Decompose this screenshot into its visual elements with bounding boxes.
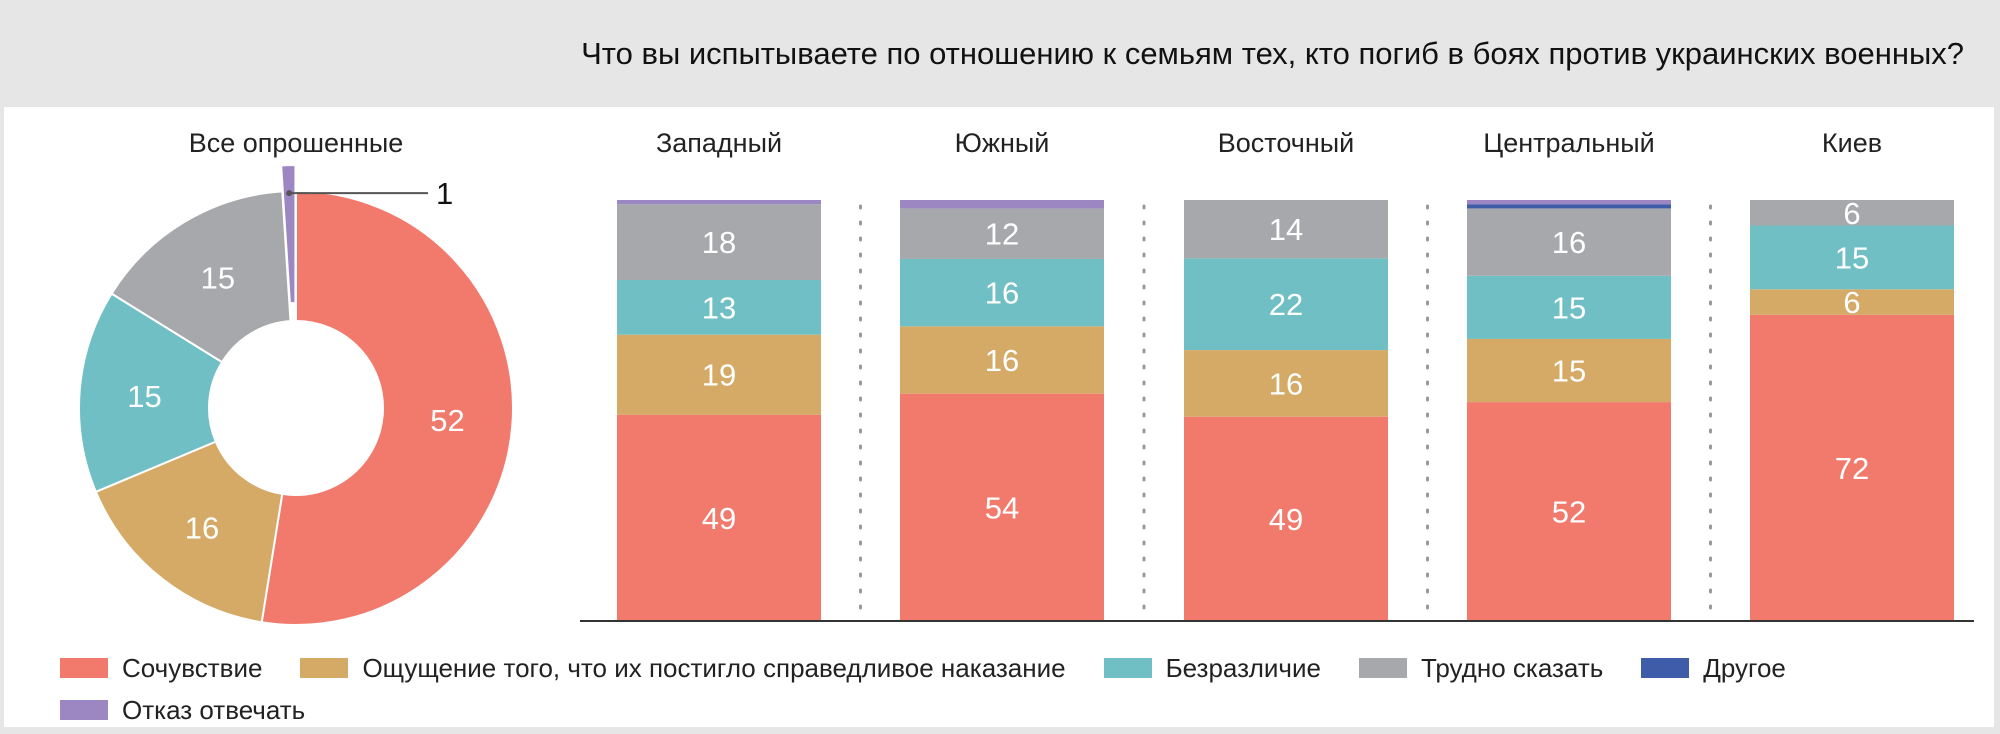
bar-value-label: 16 <box>1552 225 1586 260</box>
bar-segment <box>900 208 1104 259</box>
bar-value-label: 22 <box>1269 287 1303 322</box>
bar-segment <box>1467 200 1671 205</box>
donut-title: Все опрошенные <box>189 128 404 158</box>
legend-label: Отказ отвечать <box>122 695 306 725</box>
bar-value-label: 18 <box>702 225 736 260</box>
donut-label: 1 <box>436 176 453 211</box>
bar-segment <box>617 414 821 621</box>
bar-segment <box>900 393 1104 621</box>
donut-slice <box>110 190 292 364</box>
bar-segment <box>1467 275 1671 339</box>
bar-value-label: 72 <box>1835 451 1869 486</box>
bar-segment <box>1467 208 1671 276</box>
bar-value-label: 6 <box>1843 196 1860 231</box>
header-band: Что вы испытываете по отношению к семьям… <box>0 0 2000 107</box>
legend-label: Другое <box>1703 653 1786 683</box>
bar-value-label: 54 <box>985 490 1019 525</box>
donut-slice <box>280 164 297 305</box>
bar-segment <box>1184 200 1388 259</box>
bar-value-label: 6 <box>1843 285 1860 320</box>
donut-label: 52 <box>430 403 464 438</box>
bar-value-label: 16 <box>985 276 1019 311</box>
category-label: Южный <box>955 128 1050 158</box>
bar-value-label: 13 <box>702 290 736 325</box>
legend-label: Безразличие <box>1165 653 1321 683</box>
bar-value-label: 16 <box>985 343 1019 378</box>
legend-item: Безразличие <box>1103 650 1321 686</box>
bar-value-label: 12 <box>985 217 1019 252</box>
bar-segment <box>900 200 1104 209</box>
legend-swatch <box>60 658 108 678</box>
bar-segment <box>1750 200 1954 226</box>
bar-value-label: 16 <box>1269 366 1303 401</box>
legend-label: Ощущение того, что их постигло справедли… <box>362 653 1066 683</box>
bar-segment <box>617 279 821 335</box>
bar-value-label: 15 <box>1552 354 1586 389</box>
legend-swatch <box>300 658 349 678</box>
bar-value-label: 49 <box>1269 502 1303 537</box>
legend-label: Сочувствие <box>122 653 263 683</box>
category-label: Западный <box>656 128 782 158</box>
bar-segment <box>900 258 1104 327</box>
category-label: Киев <box>1822 128 1882 158</box>
category-label: Восточный <box>1218 128 1354 158</box>
donut-label: 16 <box>185 510 219 545</box>
legend-swatch <box>1358 658 1407 678</box>
legend-item: Трудно сказать <box>1358 650 1604 686</box>
legend-item: Ощущение того, что их постигло справедли… <box>300 650 1066 686</box>
bar-segment <box>900 326 1104 394</box>
bar-value-label: 15 <box>1552 290 1586 325</box>
bar-segment <box>1750 289 1954 315</box>
bar-segment <box>617 334 821 415</box>
bar-value-label: 14 <box>1269 212 1303 247</box>
donut-slice <box>260 189 514 626</box>
bar-segment <box>1750 314 1954 621</box>
bar-segment <box>1750 225 1954 290</box>
bar-segment <box>1184 350 1388 417</box>
bar-segment <box>1184 258 1388 351</box>
legend-swatch <box>1641 658 1690 678</box>
legend-swatch <box>60 700 108 720</box>
legend: Сочувствие Ощущение того, что их постигло… <box>60 650 1960 734</box>
bar-value-label: 49 <box>702 501 736 536</box>
bar-value-label: 52 <box>1552 495 1586 530</box>
bar-segment <box>1184 416 1388 621</box>
donut-slice <box>78 292 224 494</box>
bar-segment <box>1467 338 1671 403</box>
bar-segment <box>1467 402 1671 621</box>
legend-item: Отказ отвечать <box>60 692 305 728</box>
donut-slice <box>94 440 284 624</box>
donut-label: 15 <box>201 261 235 296</box>
legend-item: Другое <box>1641 650 1786 686</box>
legend-swatch <box>1103 658 1152 678</box>
bar-segment <box>617 204 821 280</box>
legend-label: Трудно сказать <box>1420 653 1604 683</box>
donut-label: 15 <box>127 379 161 414</box>
bar-value-label: 19 <box>702 358 736 393</box>
bar-segment <box>617 200 821 205</box>
category-label: Центральный <box>1483 128 1655 158</box>
bar-segment <box>1467 204 1671 209</box>
chart-title: Что вы испытываете по отношению к семьям… <box>581 36 1964 71</box>
legend-item: Сочувствие <box>60 650 262 686</box>
bar-value-label: 15 <box>1835 240 1869 275</box>
